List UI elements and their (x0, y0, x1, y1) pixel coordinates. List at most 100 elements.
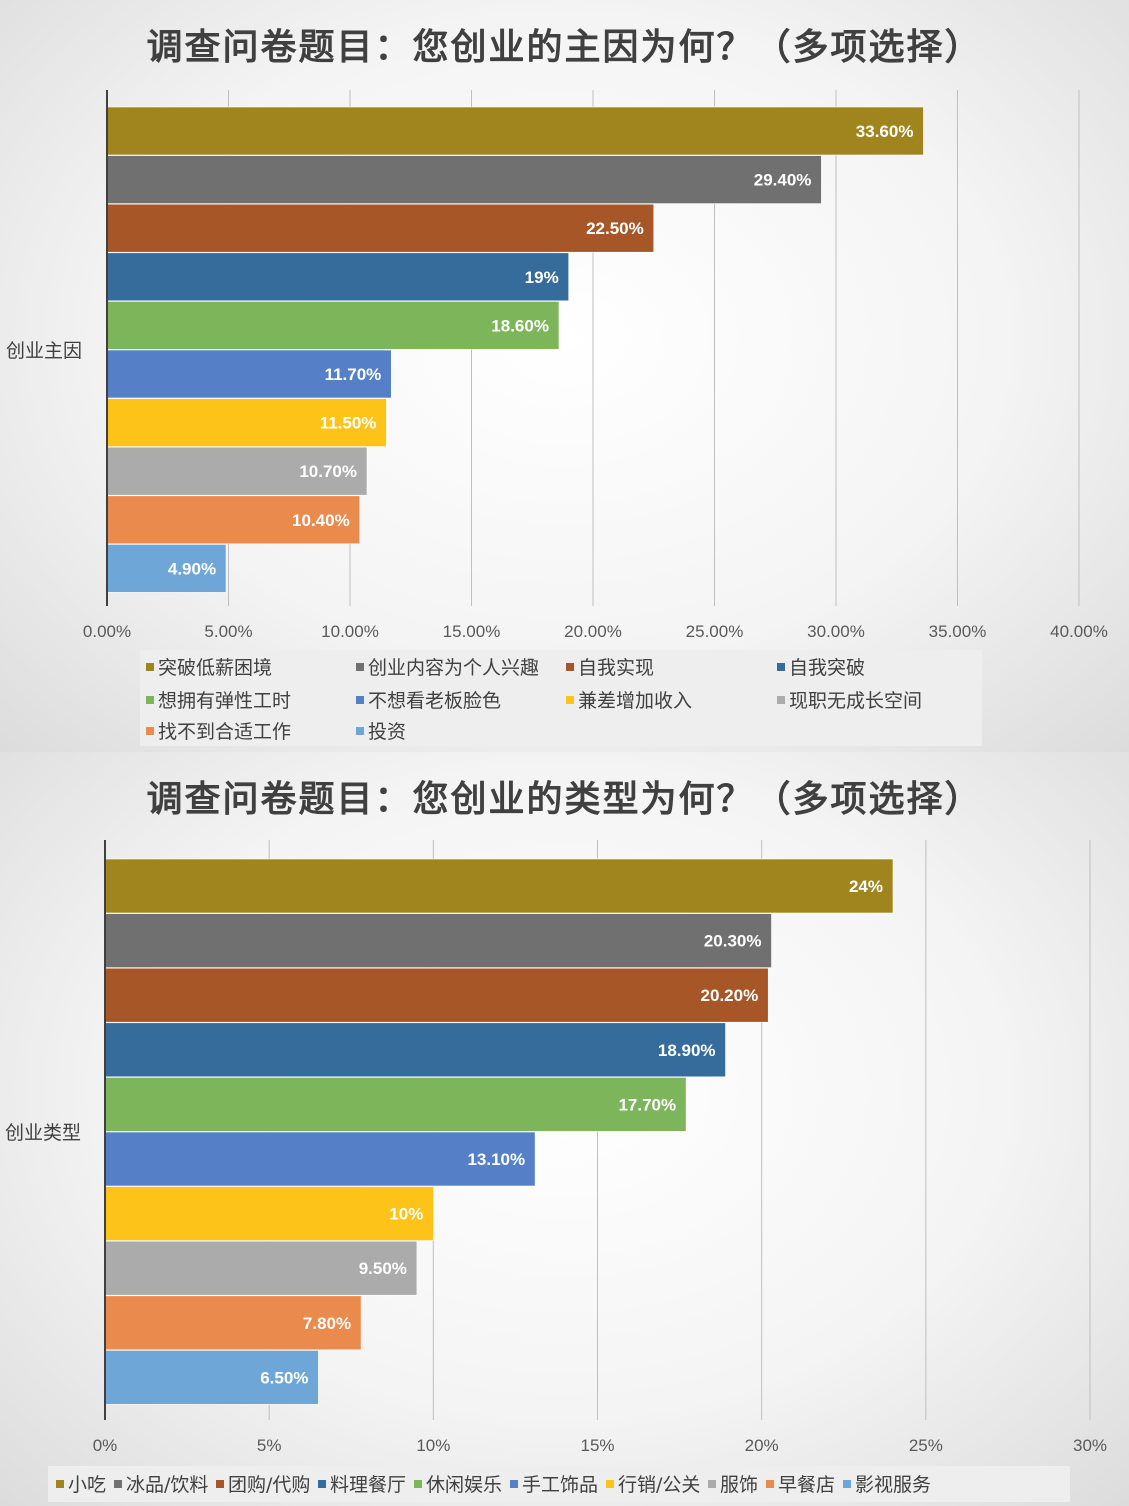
legend-item: 小吃 (56, 1470, 106, 1497)
chart-legend: 突破低薪困境 创业内容为个人兴趣 自我实现 自我突破想拥有弹性工时 不想看老板脸色 兼差增… (140, 650, 982, 746)
bar (106, 252, 570, 302)
legend-item: 自我突破 (777, 653, 865, 680)
legend-swatch (606, 1479, 614, 1488)
x-tick-label: 25.00% (686, 622, 744, 641)
legend-swatch (414, 1479, 422, 1488)
data-label: 33.60% (856, 122, 914, 141)
data-label: 29.40% (754, 171, 812, 190)
legend-item: 投资 (356, 717, 406, 744)
x-tick-label: 15.00% (443, 622, 501, 641)
legend-label: 自我实现 (578, 657, 655, 679)
legend-swatch (708, 1479, 716, 1488)
data-label: 7.80% (303, 1314, 351, 1333)
legend-item: 创业内容为个人兴趣 (356, 653, 539, 680)
legend-label: 手工饰品 (522, 1474, 599, 1496)
bar (104, 967, 769, 1023)
y-category-label: 创业类型 (5, 1122, 82, 1144)
x-tick-label: 0% (93, 1436, 118, 1455)
legend-swatch (777, 695, 785, 704)
legend-item: 想拥有弹性工时 (146, 686, 291, 713)
bar (104, 913, 772, 968)
x-tick-label: 30% (1073, 1436, 1107, 1455)
x-tick-label: 25% (909, 1436, 943, 1455)
legend-item: 手工饰品 (510, 1470, 598, 1497)
bar-chart-plot: 0% 5% 10% 15% 20% 25% 30% 24% 20.30% 20.20% 18.90%… (93, 840, 1107, 1455)
legend-label: 服饰 (720, 1474, 759, 1496)
data-label: 20.20% (701, 986, 759, 1005)
legend-swatch (216, 1479, 224, 1488)
bar (104, 1350, 319, 1405)
data-label: 11.70% (325, 365, 382, 384)
chart-panel-types: 调查问卷题目：您创业的类型为何？（多项选择） 创业类型 0% 5% 10% 15% 20… (0, 752, 1129, 1506)
x-tick-label: 5.00% (204, 622, 252, 641)
legend-swatch (114, 1479, 122, 1488)
legend-item: 料理餐厅 (318, 1470, 406, 1497)
legend-swatch (56, 1479, 64, 1488)
legend-swatch (766, 1479, 774, 1488)
legend-item: 找不到合适工作 (146, 717, 291, 744)
chart-title: 调查问卷题目：您创业的主因为何？（多项选择） (146, 27, 983, 68)
data-label: 18.60% (491, 316, 549, 335)
legend-item: 突破低薪困境 (146, 653, 272, 680)
legend-label: 想拥有弹性工时 (158, 690, 292, 712)
bar (106, 203, 655, 253)
bar (106, 106, 924, 156)
legend-item: 现职无成长空间 (777, 686, 922, 713)
legend-label: 找不到合适工作 (158, 721, 292, 743)
legend-label: 自我突破 (789, 657, 866, 679)
legend-item: 服饰 (708, 1470, 758, 1497)
legend-swatch (566, 662, 574, 671)
chart-legend: 小吃 冰品/饮料 团购/代购 料理餐厅 休闲娱乐 手工饰品 行销/公关 服饰 早餐店 影视服务 (48, 1466, 1070, 1502)
x-tick-label: 0.00% (83, 622, 131, 641)
data-label: 6.50% (260, 1368, 308, 1387)
x-tick-label: 10% (416, 1436, 450, 1455)
data-label: 10.70% (299, 462, 357, 481)
legend-label: 团购/代购 (228, 1474, 311, 1496)
data-label: 18.90% (658, 1041, 716, 1060)
legend-swatch (356, 662, 364, 671)
legend-item: 行销/公关 (606, 1470, 700, 1497)
legend-swatch (843, 1479, 851, 1488)
x-tick-label: 30.00% (807, 622, 865, 641)
data-label: 4.90% (168, 559, 216, 578)
legend-item: 自我实现 (566, 653, 654, 680)
legend-item: 休闲娱乐 (414, 1470, 502, 1497)
x-tick-label: 40.00% (1050, 622, 1108, 641)
data-label: 10% (389, 1205, 423, 1224)
data-label: 20.30% (704, 932, 762, 951)
bar (106, 495, 361, 545)
bar (104, 1240, 418, 1296)
legend-swatch (146, 726, 154, 735)
x-tick-label: 35.00% (929, 622, 987, 641)
legend-label: 冰品/饮料 (126, 1474, 209, 1496)
bar (104, 1131, 536, 1187)
x-tick-label: 20% (745, 1436, 779, 1455)
legend-swatch (146, 695, 154, 704)
legend-label: 不想看老板脸色 (368, 690, 502, 712)
legend-label: 休闲娱乐 (426, 1474, 503, 1496)
data-label: 22.50% (586, 219, 644, 238)
x-tick-label: 20.00% (564, 622, 622, 641)
bar (106, 544, 227, 593)
legend-swatch (510, 1479, 518, 1488)
bar (106, 301, 560, 350)
bar (104, 1022, 726, 1078)
legend-swatch (777, 662, 785, 671)
legend-item: 不想看老板脸色 (356, 686, 501, 713)
legend-swatch (318, 1479, 326, 1488)
data-label: 17.70% (618, 1095, 676, 1114)
legend-label: 影视服务 (855, 1474, 932, 1496)
legend-label: 现职无成长空间 (789, 690, 923, 712)
legend-item: 兼差增加收入 (566, 686, 692, 713)
bar (104, 858, 894, 914)
legend-label: 早餐店 (778, 1474, 836, 1496)
chart-panel-reasons: 调查问卷题目：您创业的主因为何？（多项选择） 创业主因 0.00% 5.00% 10… (0, 0, 1129, 752)
chart-title: 调查问卷题目：您创业的类型为何？（多项选择） (146, 779, 983, 820)
legend-swatch (566, 695, 574, 704)
legend-swatch (356, 726, 364, 735)
legend-label: 料理餐厅 (330, 1474, 407, 1496)
bar-chart-plot: 0.00% 5.00% 10.00% 15.00% 20.00% 25.00% 30.00%… (83, 90, 1108, 641)
data-label: 9.50% (359, 1259, 407, 1278)
data-label: 13.10% (467, 1150, 525, 1169)
bar (106, 155, 822, 204)
